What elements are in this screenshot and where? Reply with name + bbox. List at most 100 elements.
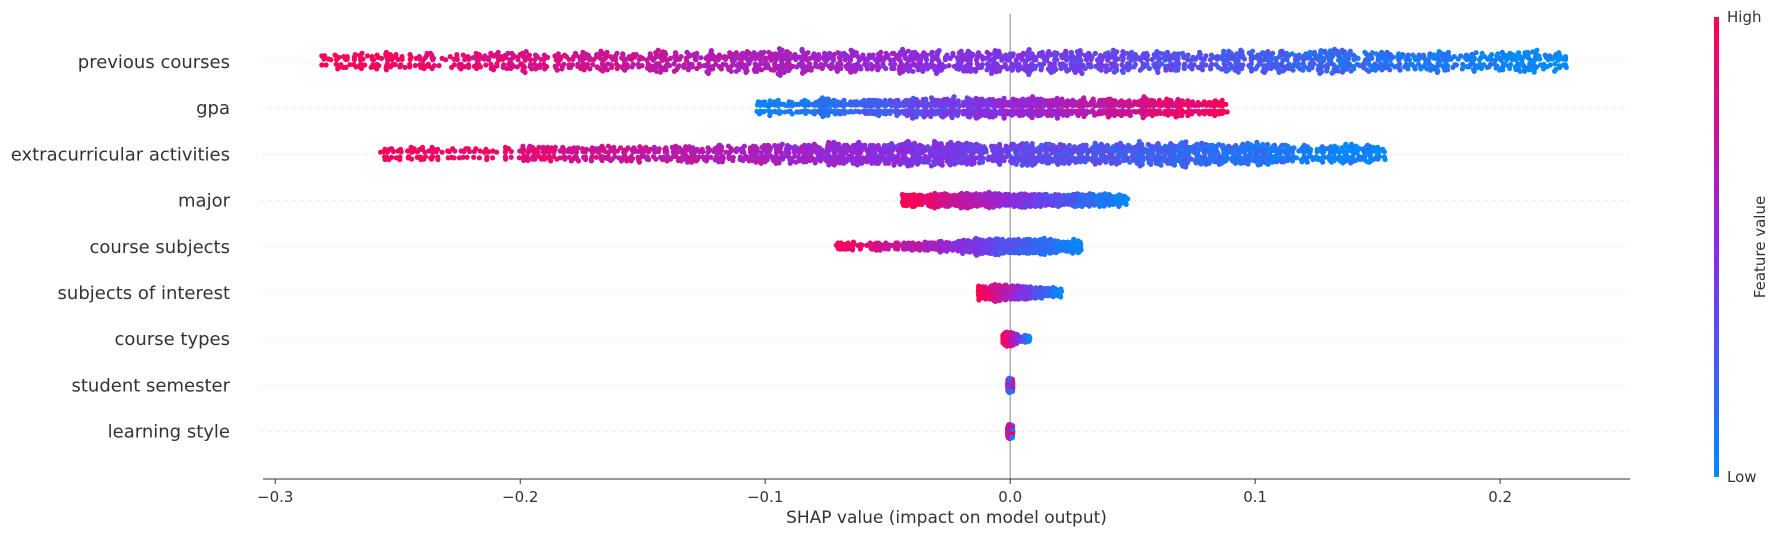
shap-point (831, 139, 837, 145)
shap-point (951, 94, 957, 100)
shap-point (538, 56, 544, 62)
shap-point (1400, 52, 1406, 58)
shap-point (1299, 159, 1305, 165)
shap-point (913, 114, 919, 120)
shap-point (1208, 52, 1215, 58)
shap-point (428, 155, 434, 161)
shap-point (508, 154, 514, 160)
shap-point (1373, 51, 1379, 57)
shap-point (1458, 53, 1464, 59)
shap-point (735, 146, 741, 152)
shap-point (1289, 51, 1295, 57)
shap-point (716, 52, 723, 58)
shap-point (958, 160, 965, 166)
shap-point (778, 109, 784, 115)
shap-point (1350, 52, 1357, 58)
shap-point (739, 50, 746, 57)
shap-point (775, 97, 781, 103)
shap-point (1016, 112, 1023, 119)
shap-point (1075, 112, 1081, 119)
shap-point (939, 162, 945, 168)
shap-point (1264, 141, 1271, 148)
shap-point (958, 48, 964, 54)
shap-point (1146, 65, 1152, 72)
shap-point (604, 49, 610, 55)
shap-point (1522, 50, 1528, 56)
shap-point (1351, 66, 1357, 72)
shap-point (835, 50, 841, 56)
shap-point (1162, 143, 1168, 149)
shap-point (1226, 48, 1232, 54)
shap-point (568, 158, 575, 164)
shap-point (1208, 66, 1214, 72)
shap-point (1016, 52, 1022, 59)
shap-point (1055, 161, 1061, 167)
shap-point (653, 156, 659, 162)
shap-point (864, 66, 871, 72)
shap-point (1113, 161, 1120, 167)
shap-point (1148, 97, 1154, 103)
shap-point (1306, 67, 1312, 73)
shap-point (662, 49, 668, 55)
shap-point (319, 53, 325, 59)
shap-point (841, 160, 847, 166)
shap-point (578, 53, 585, 59)
shap-point (1307, 49, 1313, 55)
shap-point (965, 113, 971, 120)
shap-point (451, 155, 457, 161)
shap-point (979, 159, 986, 165)
shap-point (1103, 159, 1109, 165)
shap-point (1279, 159, 1285, 165)
shap-point (1196, 111, 1202, 117)
shap-point (1199, 140, 1205, 146)
shap-point (1059, 96, 1065, 102)
shap-point (784, 49, 790, 55)
shap-point (1127, 159, 1133, 165)
shap-point (1107, 96, 1113, 102)
shap-point (694, 50, 700, 57)
shap-point (863, 110, 869, 116)
shap-point (1431, 52, 1437, 58)
shap-point (566, 64, 572, 70)
shap-point (445, 148, 451, 154)
shap-point (476, 155, 482, 161)
shap-point (1459, 66, 1465, 72)
shap-point (554, 67, 560, 73)
shap-point (795, 101, 801, 107)
shap-point (624, 158, 630, 164)
shap-point (655, 47, 661, 53)
shap-point (1081, 95, 1087, 101)
shap-point (503, 156, 509, 162)
shap-point (429, 144, 435, 150)
shap-point (449, 64, 455, 70)
shap-point (1024, 162, 1030, 168)
shap-point (473, 65, 480, 72)
shap-point (594, 52, 600, 58)
shap-point (905, 48, 912, 54)
shap-point (1284, 50, 1290, 57)
shap-point (1062, 111, 1068, 117)
shap-point (1141, 51, 1147, 57)
shap-point (614, 65, 620, 72)
shap-point (1450, 64, 1456, 70)
shap-point (1334, 48, 1340, 54)
shap-point (869, 110, 876, 116)
shap-point (1195, 64, 1201, 70)
shap-point (1003, 52, 1009, 58)
shap-point (936, 48, 942, 54)
shap-point (506, 146, 512, 152)
shap-point (782, 109, 788, 115)
shap-point (1097, 52, 1103, 59)
shap-point (1121, 157, 1127, 164)
shap-point (889, 50, 896, 57)
shap-point (1240, 141, 1246, 147)
shap-point (1232, 67, 1238, 73)
shap-point (397, 146, 404, 152)
shap-point (600, 146, 607, 152)
shap-point (925, 144, 931, 150)
shap-point (1405, 66, 1411, 72)
shap-point (369, 54, 375, 60)
shap-point (1366, 68, 1372, 74)
shap-point (1010, 96, 1016, 102)
